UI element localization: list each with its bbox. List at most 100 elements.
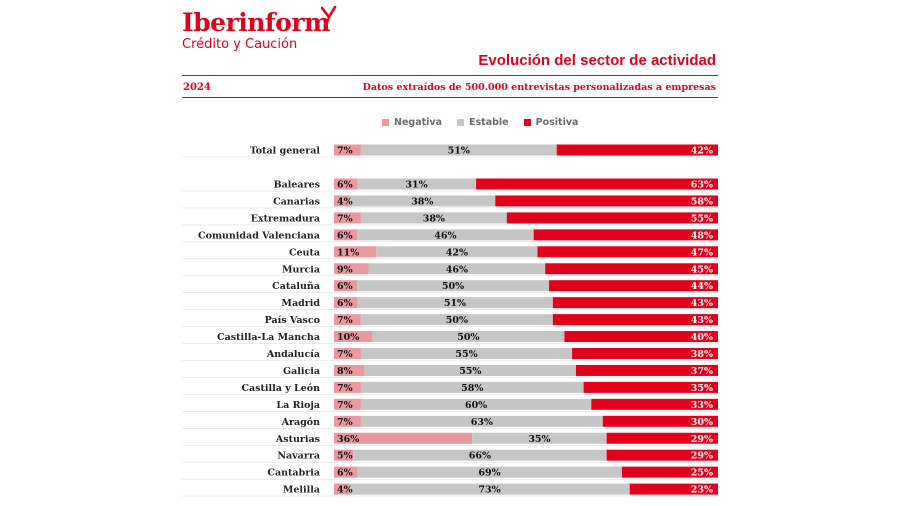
- data-label-negativa: 4%: [337, 196, 353, 207]
- data-label-estable: 50%: [457, 332, 479, 343]
- data-label-estable: 51%: [444, 298, 466, 309]
- bar-positiva: [606, 449, 718, 461]
- bar-estable: [372, 331, 565, 343]
- category-label: Cataluña: [272, 281, 320, 292]
- bar-negativa: [334, 331, 373, 343]
- legend-label-positiva: Positiva: [535, 117, 579, 128]
- data-label-estable: 38%: [423, 213, 445, 224]
- data-label-negativa: 5%: [337, 451, 353, 462]
- data-label-positiva: 29%: [691, 451, 713, 462]
- bar-estable: [357, 229, 534, 241]
- category-label: Galicia: [283, 366, 320, 377]
- bar-estable: [349, 195, 496, 207]
- data-label-positiva: 47%: [691, 247, 713, 258]
- category-label: Asturias: [275, 434, 320, 445]
- category-label: Ceuta: [289, 247, 320, 258]
- category-label: Cantabria: [267, 468, 320, 479]
- data-label-negativa: 36%: [337, 434, 359, 445]
- data-label-positiva: 30%: [691, 417, 713, 428]
- data-label-estable: 69%: [478, 468, 500, 479]
- data-label-estable: 35%: [528, 434, 550, 445]
- bar-negativa: [334, 178, 358, 190]
- bar-estable: [360, 144, 557, 156]
- bar-estable: [368, 263, 546, 275]
- bar-positiva: [552, 297, 718, 309]
- bar-positiva: [572, 348, 718, 359]
- data-label-estable: 58%: [461, 383, 483, 394]
- data-label-estable: 50%: [442, 281, 464, 292]
- category-label: Melilla: [283, 485, 320, 496]
- brand-logo: Iberinform Crédito y Caución: [182, 6, 337, 53]
- bar-estable: [357, 280, 550, 292]
- category-label: País Vasco: [265, 315, 320, 326]
- data-label-negativa: 7%: [337, 349, 353, 360]
- legend-label-negativa: Negativa: [394, 117, 443, 128]
- data-label-negativa: 4%: [337, 485, 353, 496]
- bar-estable: [360, 314, 553, 326]
- data-label-negativa: 10%: [337, 332, 359, 343]
- source-note: Datos extraídos de 500.000 entrevistas p…: [362, 82, 716, 93]
- data-label-estable: 63%: [471, 417, 493, 428]
- bar-negativa: [334, 263, 369, 275]
- bar-estable: [364, 364, 576, 376]
- bar-positiva: [549, 280, 718, 292]
- data-label-negativa: 6%: [337, 180, 353, 191]
- subheader-divider: [182, 97, 718, 98]
- bar-negativa: [334, 364, 365, 376]
- bar-positiva: [533, 229, 718, 241]
- category-label: Baleares: [274, 180, 320, 191]
- data-label-negativa: 6%: [337, 281, 353, 292]
- legend-item-negativa: Negativa: [382, 117, 442, 128]
- category-label: Castilla y León: [241, 383, 320, 394]
- data-label-estable: 60%: [465, 400, 487, 411]
- data-label-estable: 50%: [446, 315, 468, 326]
- bar-estable: [360, 348, 573, 359]
- data-label-estable: 51%: [448, 146, 470, 157]
- data-label-positiva: 23%: [691, 485, 713, 496]
- header-divider: [182, 75, 718, 76]
- data-label-estable: 42%: [446, 247, 468, 258]
- legend-swatch-negativa: [382, 119, 389, 126]
- data-label-positiva: 55%: [691, 213, 713, 224]
- brand-name: Iberinform: [182, 8, 330, 37]
- data-label-negativa: 7%: [337, 383, 353, 394]
- bar-negativa: [334, 280, 358, 292]
- data-label-estable: 73%: [478, 485, 500, 496]
- data-label-estable: 46%: [434, 230, 456, 241]
- bar-positiva: [545, 263, 718, 275]
- bar-positiva: [537, 246, 718, 258]
- legend-label-estable: Estable: [469, 117, 509, 128]
- bar-estable: [357, 466, 622, 478]
- arrow-mark-icon: [321, 6, 337, 24]
- bar-negativa: [334, 348, 361, 359]
- data-label-positiva: 35%: [691, 383, 713, 394]
- bar-positiva: [591, 398, 718, 410]
- category-label: Extremadura: [251, 213, 320, 224]
- data-label-positiva: 40%: [691, 332, 713, 343]
- data-label-negativa: 7%: [337, 400, 353, 411]
- data-label-negativa: 9%: [337, 264, 353, 275]
- data-label-positiva: 63%: [691, 180, 713, 191]
- data-label-negativa: 7%: [337, 213, 353, 224]
- bar-positiva: [552, 314, 718, 326]
- data-label-positiva: 25%: [691, 468, 713, 479]
- data-label-estable: 46%: [446, 264, 468, 275]
- data-label-positiva: 48%: [691, 230, 713, 241]
- legend-swatch-positiva: [523, 119, 531, 126]
- data-label-negativa: 7%: [337, 146, 353, 157]
- bar-estable: [360, 398, 592, 410]
- legend-item-positiva: Positiva: [523, 117, 579, 128]
- data-label-estable: 38%: [411, 196, 433, 207]
- bar-negativa: [334, 432, 473, 444]
- bar-positiva: [583, 381, 718, 393]
- bar-estable: [357, 178, 477, 190]
- category-label: Navarra: [277, 451, 320, 462]
- data-label-estable: 55%: [459, 366, 481, 377]
- data-label-positiva: 38%: [691, 349, 713, 360]
- bar-positiva: [602, 415, 718, 427]
- bar-negativa: [334, 381, 361, 393]
- category-label: Total general: [250, 146, 321, 157]
- page-title: Evolución del sector de actividad: [478, 52, 716, 69]
- data-label-negativa: 8%: [337, 366, 353, 377]
- bar-negativa: [334, 398, 361, 410]
